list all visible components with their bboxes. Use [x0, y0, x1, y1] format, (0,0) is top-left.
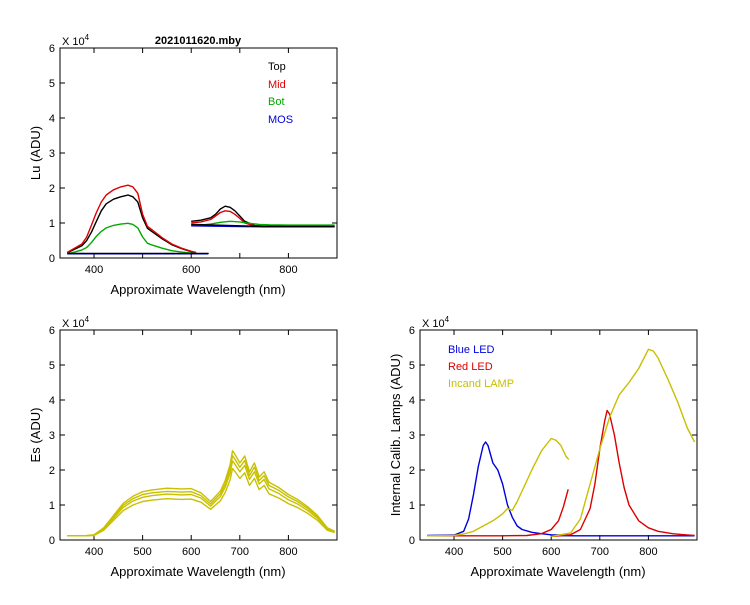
lamps-series-blue-led [427, 442, 568, 536]
lu-y-axis-label: Lu (ADU) [28, 126, 43, 180]
lu-y-tick-label: 5 [49, 78, 55, 90]
es-panel: X 104 Approximate Wavelength (nm) Es (AD… [28, 315, 337, 579]
es-y-tick-label: 0 [49, 535, 55, 547]
es-x-tick-label: 400 [85, 546, 103, 558]
lamps-series-red-led [551, 411, 694, 537]
lamps-y-tick-label: 5 [409, 360, 415, 372]
lamps-x-tick-label: 600 [542, 546, 560, 558]
lamps-series-red-led [427, 489, 568, 536]
lu-x-tick-label: 800 [279, 264, 297, 276]
lamps-x-tick-label: 700 [591, 546, 609, 558]
es-x-tick-label: 500 [133, 546, 151, 558]
es-y-tick-label: 4 [49, 395, 55, 407]
es-y-axis-label: Es (ADU) [28, 408, 43, 463]
lu-legend-top: Top [268, 61, 286, 73]
lamps-legend-blue-led: Blue LED [448, 344, 495, 356]
es-y-tick-label: 2 [49, 465, 55, 477]
lamps-legend-incand-lamp: Incand LAMP [448, 378, 514, 390]
lamps-series-incand-lamp [427, 439, 568, 536]
es-ticks: 400 500 600 700 800 0 1 2 3 4 5 6 [49, 325, 337, 558]
lamps-y-tick-label: 1 [409, 500, 415, 512]
lamps-x-tick-label: 500 [493, 546, 511, 558]
lamps-x-tick-label: 400 [445, 546, 463, 558]
lamps-y-tick-label: 0 [409, 535, 415, 547]
lu-legend-bot: Bot [268, 96, 285, 108]
es-y-tick-label: 6 [49, 325, 55, 337]
lamps-y-tick-label: 6 [409, 325, 415, 337]
lu-series-group [67, 185, 334, 254]
es-series-es-2 [67, 456, 334, 536]
lu-y-tick-label: 2 [49, 183, 55, 195]
lamps-y-tick-label: 4 [409, 395, 415, 407]
lu-series-bot [67, 223, 196, 254]
lu-y-tick-label: 3 [49, 148, 55, 160]
lu-x-tick-label: 600 [182, 264, 200, 276]
lamps-scale-label: X 104 [422, 315, 450, 330]
es-plot-frame [60, 330, 337, 540]
lamps-x-axis-label: Approximate Wavelength (nm) [470, 564, 645, 579]
lu-y-tick-label: 1 [49, 218, 55, 230]
lu-y-tick-label: 4 [49, 113, 55, 125]
lamps-legend: Blue LED Red LED Incand LAMP [448, 344, 514, 390]
lamps-x-tick-label: 800 [639, 546, 657, 558]
lu-title: 2021011620.mby [155, 35, 242, 47]
es-scale-label: X 104 [62, 315, 90, 330]
lu-x-tick-label: 400 [85, 264, 103, 276]
lu-legend: Top Mid Bot MOS [268, 61, 293, 126]
lu-y-tick-label: 6 [49, 43, 55, 55]
lu-series-mid [67, 185, 196, 252]
lamps-y-axis-label: Internal Calib. Lamps (ADU) [388, 354, 403, 517]
es-series-group [67, 451, 334, 536]
lu-legend-mos: MOS [268, 114, 293, 126]
lamps-panel: X 104 Approximate Wavelength (nm) Intern… [388, 315, 697, 579]
lamps-ticks: 400 500 600 700 800 0 1 2 3 4 5 6 [409, 325, 697, 558]
lamps-y-tick-label: 2 [409, 465, 415, 477]
es-x-tick-label: 600 [182, 546, 200, 558]
lamps-series-incand-lamp [551, 349, 694, 536]
lu-y-tick-label: 0 [49, 253, 55, 265]
lu-legend-mid: Mid [268, 79, 286, 91]
lu-panel: 2021011620.mby X 104 Approximate Wavelen… [28, 33, 337, 297]
es-y-tick-label: 5 [49, 360, 55, 372]
es-x-tick-label: 700 [231, 546, 249, 558]
es-y-tick-label: 3 [49, 430, 55, 442]
lamps-y-tick-label: 3 [409, 430, 415, 442]
es-x-axis-label: Approximate Wavelength (nm) [110, 564, 285, 579]
lu-scale-label: X 104 [62, 33, 90, 48]
es-x-tick-label: 800 [279, 546, 297, 558]
lu-x-axis-label: Approximate Wavelength (nm) [110, 282, 285, 297]
lamps-legend-red-led: Red LED [448, 361, 493, 373]
es-y-tick-label: 1 [49, 500, 55, 512]
